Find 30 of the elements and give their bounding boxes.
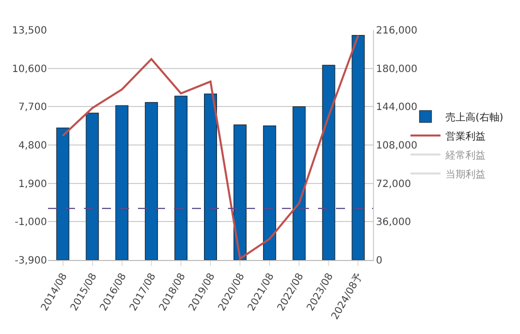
bar	[144, 102, 158, 260]
y-tick-label: 1,900	[18, 178, 47, 190]
legend-label: 当期利益	[446, 168, 486, 180]
y-tick-label: -3,900	[14, 256, 47, 266]
bar	[263, 126, 276, 260]
y2-tick-label: 216,000	[376, 26, 418, 36]
bar	[115, 105, 128, 260]
line-series	[62, 34, 360, 260]
y2-tick-label: 72,000	[376, 178, 411, 190]
legend-label: 売上高(右軸)	[446, 111, 504, 124]
bar	[56, 128, 70, 260]
y2-tick-label: 36,000	[376, 217, 411, 228]
legend-label: 経常利益	[444, 149, 486, 162]
bar	[86, 112, 99, 260]
bar	[234, 124, 247, 260]
bar	[204, 94, 217, 260]
y-tick-label: 13,500	[12, 26, 47, 36]
bar	[352, 35, 365, 260]
y-tick-label: 4,800	[18, 140, 47, 152]
y-tick-label: 7,700	[18, 102, 47, 114]
legend-label: 営業利益	[446, 130, 486, 142]
y2-tick-label: 180,000	[376, 64, 418, 75]
bar	[292, 106, 306, 260]
y-tick-label: -1,000	[14, 217, 47, 228]
y-tick-label: 10,600	[12, 64, 47, 75]
bar	[322, 64, 336, 260]
y2-tick-label: 0	[376, 256, 382, 266]
y2-tick-label: 108,000	[376, 140, 418, 152]
y2-tick-label: 144,000	[376, 102, 418, 114]
bar	[174, 96, 188, 260]
